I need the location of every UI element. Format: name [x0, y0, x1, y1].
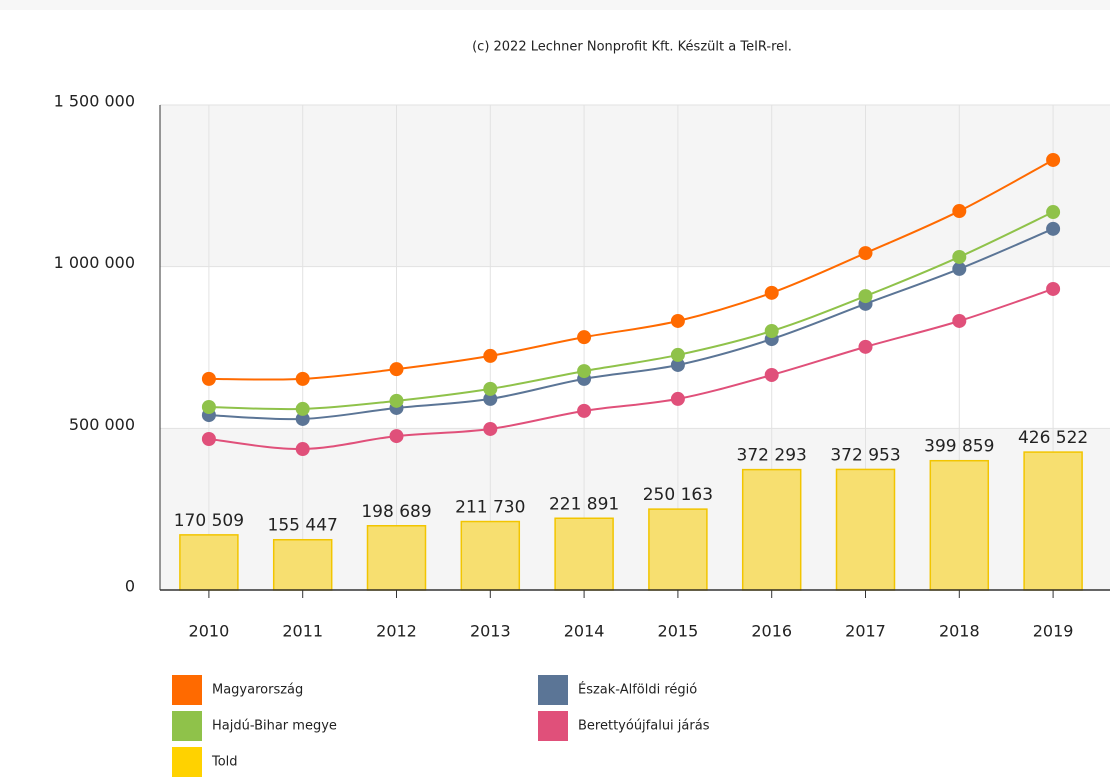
legend-label: Magyarország — [212, 683, 303, 698]
data-label: 155 447 — [268, 516, 338, 536]
line — [208, 211, 1054, 411]
point — [295, 411, 310, 426]
point — [389, 429, 404, 444]
point — [670, 391, 685, 406]
point — [858, 246, 873, 261]
point — [858, 339, 873, 354]
bar — [648, 508, 708, 591]
top-strip — [0, 0, 1110, 10]
x-tick-label: 2017 — [845, 622, 886, 641]
point — [858, 289, 873, 304]
point — [389, 393, 404, 408]
data-label: 221 891 — [549, 494, 619, 514]
plot-band — [160, 105, 1110, 267]
point — [201, 432, 216, 447]
point — [764, 367, 779, 382]
point — [483, 348, 498, 363]
point — [295, 371, 310, 386]
bar — [741, 468, 802, 591]
data-label: 372 953 — [830, 445, 900, 465]
bar — [272, 538, 333, 591]
line — [208, 159, 1054, 381]
legend-swatch — [172, 711, 202, 741]
x-tick-label: 2013 — [470, 622, 511, 641]
x-tick-label: 2014 — [564, 622, 605, 641]
bar — [460, 520, 521, 591]
point — [295, 401, 310, 416]
line — [208, 288, 1054, 451]
point — [389, 362, 404, 377]
point — [764, 324, 779, 339]
legend-label: Észak-Alföldi régió — [578, 682, 697, 698]
point — [577, 364, 592, 379]
data-label: 211 730 — [455, 498, 525, 518]
point — [295, 442, 310, 457]
x-tick-label: 2011 — [282, 622, 323, 641]
point — [764, 285, 779, 300]
legend-label: Told — [211, 755, 238, 770]
point — [952, 249, 967, 264]
x-tick-label: 2016 — [751, 622, 792, 641]
data-label: 250 163 — [643, 485, 713, 505]
legend-swatch — [172, 747, 202, 777]
data-label: 372 293 — [737, 446, 807, 466]
bar — [366, 525, 427, 591]
x-tick-label: 2010 — [189, 622, 230, 641]
point — [1046, 221, 1061, 236]
point — [577, 330, 592, 345]
x-tick-label: 2018 — [939, 622, 980, 641]
point — [201, 399, 216, 414]
point — [577, 403, 592, 418]
point — [483, 381, 498, 396]
legend-label: Berettyóújfalui járás — [578, 719, 710, 734]
point — [670, 347, 685, 362]
legend-swatch — [538, 711, 568, 741]
y-tick-label: 500 000 — [69, 415, 135, 434]
y-tick-label: 0 — [125, 577, 135, 596]
data-label: 198 689 — [361, 502, 431, 522]
data-label: 426 522 — [1018, 428, 1088, 448]
point — [670, 357, 685, 372]
x-tick-label: 2012 — [376, 622, 417, 641]
chart-subtitle: (c) 2022 Lechner Nonprofit Kft. Készült … — [472, 40, 792, 55]
point — [1046, 152, 1061, 167]
point — [952, 204, 967, 219]
bar — [929, 459, 990, 591]
point — [952, 261, 967, 276]
y-tick-label: 1 000 000 — [54, 253, 135, 272]
x-tick-label: 2015 — [658, 622, 699, 641]
point — [670, 313, 685, 328]
legend-label: Hajdú-Bihar megye — [212, 719, 337, 734]
point — [201, 371, 216, 386]
bar — [835, 468, 896, 591]
point — [952, 313, 967, 328]
data-label: 170 509 — [174, 511, 244, 531]
y-tick-label: 1 500 000 — [54, 92, 135, 111]
point — [483, 421, 498, 436]
point — [1046, 281, 1061, 296]
point — [483, 391, 498, 406]
x-tick-label: 2019 — [1033, 622, 1074, 641]
point — [1046, 205, 1061, 220]
data-label: 399 859 — [924, 437, 994, 457]
legend-swatch — [172, 675, 202, 705]
bar — [179, 534, 239, 591]
line — [208, 227, 1054, 421]
bar — [1023, 451, 1083, 591]
bar — [554, 517, 614, 591]
legend-swatch — [538, 675, 568, 705]
